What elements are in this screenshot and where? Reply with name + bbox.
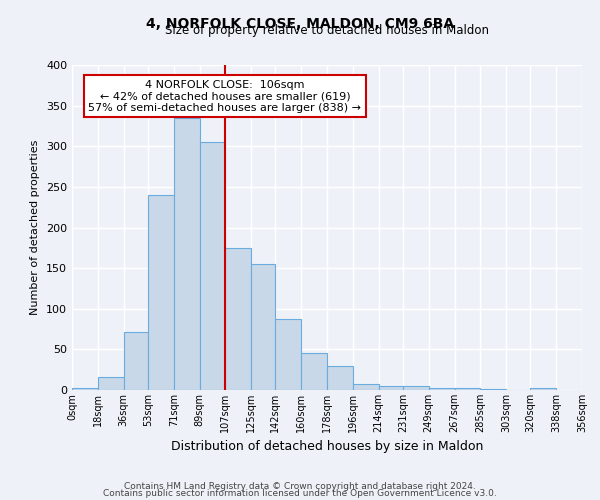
Bar (429, 388, 455, 390)
Bar (124, 332, 148, 390)
Text: 4 NORFOLK CLOSE:  106sqm
← 42% of detached houses are smaller (619)
57% of semi-: 4 NORFOLK CLOSE: 106sqm ← 42% of detache… (89, 80, 361, 113)
Text: 4, NORFOLK CLOSE, MALDON, CM9 6BA: 4, NORFOLK CLOSE, MALDON, CM9 6BA (146, 18, 454, 32)
Bar (480, 389, 506, 390)
Bar (403, 386, 429, 390)
Bar (353, 384, 379, 390)
Text: Contains HM Land Registry data © Crown copyright and database right 2024.: Contains HM Land Registry data © Crown c… (124, 482, 476, 491)
Bar (530, 388, 556, 390)
Bar (98, 377, 124, 390)
Bar (251, 264, 275, 390)
Bar (225, 248, 251, 390)
Bar (174, 118, 199, 390)
Bar (275, 320, 301, 390)
X-axis label: Distribution of detached houses by size in Maldon: Distribution of detached houses by size … (171, 440, 483, 454)
Bar (379, 386, 403, 390)
Bar (327, 366, 353, 390)
Bar (199, 142, 225, 390)
Bar (301, 352, 327, 390)
Bar (455, 388, 480, 390)
Text: Contains public sector information licensed under the Open Government Licence v3: Contains public sector information licen… (103, 490, 497, 498)
Title: Size of property relative to detached houses in Maldon: Size of property relative to detached ho… (165, 24, 489, 38)
Bar (72, 388, 98, 390)
Bar (148, 195, 174, 390)
Y-axis label: Number of detached properties: Number of detached properties (31, 140, 40, 315)
